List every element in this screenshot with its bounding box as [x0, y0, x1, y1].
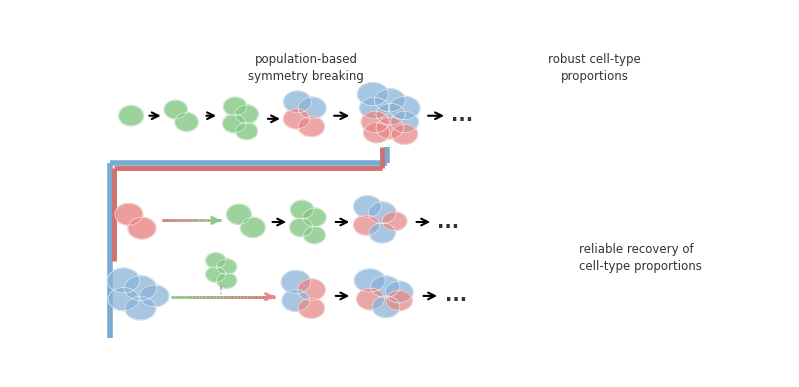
Ellipse shape	[304, 227, 325, 243]
Text: ...: ...	[451, 106, 473, 125]
Ellipse shape	[119, 106, 144, 126]
Ellipse shape	[369, 223, 396, 243]
Ellipse shape	[356, 288, 384, 310]
Ellipse shape	[298, 298, 324, 318]
Ellipse shape	[386, 291, 412, 310]
Ellipse shape	[223, 114, 246, 133]
Ellipse shape	[297, 279, 325, 301]
Ellipse shape	[124, 276, 157, 301]
Ellipse shape	[107, 268, 140, 293]
Ellipse shape	[291, 200, 314, 219]
Ellipse shape	[206, 253, 226, 268]
Ellipse shape	[298, 116, 324, 137]
Ellipse shape	[371, 276, 400, 298]
Ellipse shape	[385, 281, 413, 303]
Ellipse shape	[217, 259, 237, 274]
Text: reliable recovery of
cell-type proportions: reliable recovery of cell-type proportio…	[579, 243, 702, 273]
Text: ...: ...	[437, 212, 459, 231]
Ellipse shape	[282, 290, 310, 311]
Ellipse shape	[368, 202, 396, 224]
Ellipse shape	[206, 267, 226, 282]
Ellipse shape	[165, 100, 187, 119]
Ellipse shape	[382, 212, 407, 231]
Ellipse shape	[376, 103, 405, 125]
Ellipse shape	[360, 97, 389, 119]
Ellipse shape	[108, 288, 139, 310]
Ellipse shape	[240, 217, 265, 237]
Ellipse shape	[354, 215, 380, 235]
Ellipse shape	[354, 196, 381, 217]
Ellipse shape	[303, 208, 326, 227]
Text: ...: ...	[445, 286, 467, 305]
Ellipse shape	[364, 123, 390, 143]
Ellipse shape	[175, 113, 198, 131]
Ellipse shape	[140, 285, 169, 307]
Ellipse shape	[355, 269, 385, 292]
Ellipse shape	[224, 97, 247, 116]
Ellipse shape	[376, 117, 403, 139]
Ellipse shape	[281, 271, 311, 294]
Ellipse shape	[125, 297, 156, 320]
Ellipse shape	[361, 111, 389, 133]
Ellipse shape	[284, 109, 310, 129]
Ellipse shape	[235, 105, 258, 123]
Text: population-based
symmetry breaking: population-based symmetry breaking	[248, 53, 364, 82]
Ellipse shape	[227, 204, 251, 224]
Text: robust cell-type
proportions: robust cell-type proportions	[548, 53, 641, 82]
Ellipse shape	[236, 123, 257, 140]
Ellipse shape	[392, 124, 418, 144]
Ellipse shape	[128, 217, 156, 239]
Ellipse shape	[357, 83, 388, 106]
Ellipse shape	[217, 273, 237, 288]
Ellipse shape	[389, 96, 420, 120]
Ellipse shape	[284, 91, 312, 113]
Ellipse shape	[290, 218, 313, 236]
Ellipse shape	[115, 204, 143, 225]
Ellipse shape	[298, 97, 326, 119]
Ellipse shape	[372, 296, 400, 317]
Ellipse shape	[375, 89, 405, 112]
Ellipse shape	[391, 111, 419, 133]
